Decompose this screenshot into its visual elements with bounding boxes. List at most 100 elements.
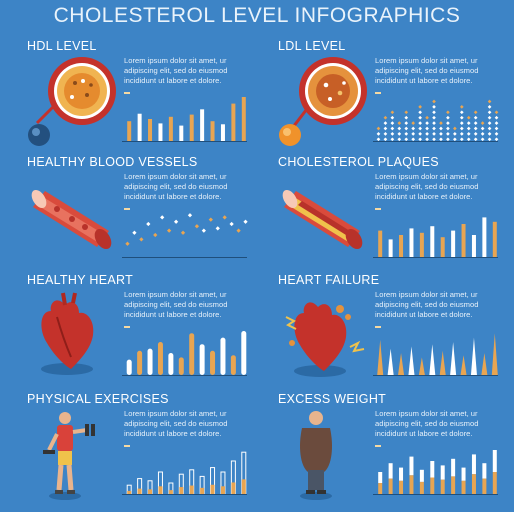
- chart-dot: [418, 126, 422, 131]
- heart-icon: [41, 292, 94, 375]
- section-description: Lorem ipsum dolor sit amet, ur adipiscin…: [124, 409, 228, 438]
- chart-mark: [168, 116, 173, 141]
- chart-mark: [430, 226, 435, 257]
- chart-dot: [473, 110, 478, 115]
- chart-mark: [241, 97, 246, 141]
- section-title: PHYSICAL EXERCISES: [27, 392, 169, 406]
- chart-dot: [425, 132, 429, 136]
- chart-mark: [137, 350, 143, 375]
- chart-mark: [132, 230, 137, 235]
- chart-dot: [446, 121, 450, 125]
- chart-dot: [466, 115, 471, 120]
- chart-bar-segment: [471, 474, 476, 494]
- chart-dot: [487, 115, 492, 120]
- section-healthy-blood-vessels: HEALTHY BLOOD VESSELS Lorem ipsum dolor …: [27, 155, 277, 267]
- chart-mark: [241, 331, 247, 375]
- chart-mark: [408, 346, 415, 375]
- chart-bar-segment: [378, 483, 383, 494]
- chart-dot: [432, 99, 436, 104]
- divider: [124, 92, 130, 94]
- chart-dot: [494, 121, 499, 125]
- chart-dot: [432, 115, 436, 120]
- chart-mark: [179, 125, 184, 141]
- chart-dot: [397, 137, 402, 142]
- section-chart: [375, 211, 500, 257]
- chart-dot: [459, 126, 464, 131]
- chart-dot: [439, 121, 443, 125]
- chart-mark: [157, 342, 163, 375]
- chart-mark: [399, 235, 404, 257]
- chart-bar-segment: [409, 475, 414, 494]
- chart-mark: [425, 115, 429, 142]
- chart-mark: [168, 353, 174, 375]
- cholesterol-particle-icon: [279, 57, 367, 146]
- chart-dot: [418, 121, 422, 125]
- chart-dot: [480, 121, 485, 125]
- chart-mark: [210, 121, 215, 141]
- chart-dot: [425, 126, 429, 131]
- chart-dot: [404, 115, 409, 120]
- chart-mark: [418, 357, 425, 375]
- chart-mark: [187, 213, 193, 218]
- chart-mark: [229, 221, 234, 227]
- chart-mark: [201, 228, 206, 233]
- chart-dot: [487, 110, 492, 115]
- section-physical-exercises: PHYSICAL EXERCISES Lorem ipsum dolor sit…: [27, 392, 277, 504]
- chart-dot: [487, 99, 492, 104]
- section-excess-weight: EXCESS WEIGHT Lorem ipsum dolor sit amet…: [278, 392, 514, 504]
- chart-mark: [200, 109, 205, 141]
- chart-mark: [125, 241, 130, 246]
- chart-mark: [404, 110, 409, 142]
- chart-mark: [411, 121, 416, 142]
- chart-mark: [160, 215, 165, 220]
- chart-mark: [460, 355, 467, 375]
- section-title: HEALTHY HEART: [27, 273, 134, 287]
- chart-mark: [153, 232, 158, 238]
- heart-failure-icon: [285, 302, 365, 377]
- chart-mark: [148, 119, 153, 141]
- chart-mark: [450, 342, 457, 375]
- chart-mark: [439, 121, 443, 142]
- chart-dot: [425, 121, 429, 125]
- section-title: HEALTHY BLOOD VESSELS: [27, 155, 198, 169]
- chart-mark: [126, 359, 132, 375]
- chart-axis: [122, 257, 247, 258]
- chart-dot: [453, 126, 457, 131]
- chart-dot: [466, 121, 471, 125]
- chart-bar-segment: [430, 477, 435, 494]
- section-title: LDL LEVEL: [278, 39, 346, 53]
- section-healthy-heart: HEALTHY HEART Lorem ipsum dolor sit amet…: [27, 273, 277, 385]
- chart-dot: [411, 132, 416, 136]
- chart-mark: [409, 456, 414, 476]
- page-title: CHOLESTEROL LEVEL INFOGRAPHICS: [53, 4, 461, 27]
- chart-mark: [461, 467, 466, 481]
- chart-mark: [376, 126, 381, 142]
- chart-bar-fill: [148, 489, 153, 494]
- chart-svg: [125, 213, 248, 246]
- chart-mark: [451, 230, 456, 257]
- chart-mark: [215, 226, 220, 231]
- chart-mark: [147, 348, 153, 375]
- chart-mark: [180, 230, 186, 235]
- chart-axis: [373, 375, 498, 376]
- chart-dot: [473, 137, 478, 142]
- chart-mark: [492, 450, 497, 472]
- chart-dot: [376, 126, 381, 131]
- chart-mark: [189, 333, 195, 375]
- chart-dot: [383, 121, 388, 125]
- chart-dot: [390, 110, 395, 115]
- chart-dot: [466, 126, 471, 131]
- divider: [375, 326, 381, 328]
- chart-dot: [390, 126, 395, 131]
- chart-dot: [446, 132, 450, 136]
- divider: [375, 92, 381, 94]
- chart-bar-segment: [451, 476, 456, 494]
- chart-bar-segment: [461, 480, 466, 494]
- chart-dot: [411, 126, 416, 131]
- chart-dot: [459, 132, 464, 136]
- chart-dot: [459, 110, 464, 115]
- chart-bar-segment: [482, 478, 487, 494]
- chart-dot: [446, 115, 450, 120]
- chart-dot: [459, 121, 464, 125]
- chart-bar-fill: [200, 487, 205, 494]
